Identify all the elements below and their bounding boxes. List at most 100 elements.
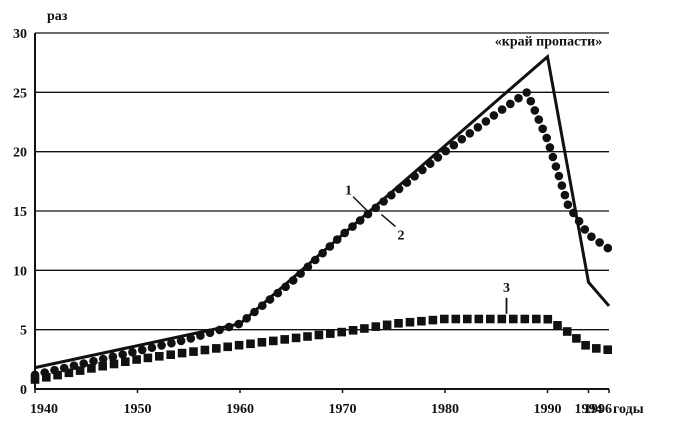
series-2-dot: [137, 345, 147, 355]
series-2-dot: [196, 331, 205, 340]
series-3-square: [382, 320, 392, 330]
series-3-square: [451, 314, 461, 324]
series-3-square: [30, 375, 40, 384]
series-3-square: [109, 359, 119, 369]
series-3-square: [532, 314, 541, 324]
series-3-square: [497, 314, 507, 324]
series-2-dot: [379, 197, 388, 206]
x-tick-label-1960: 1960: [226, 402, 254, 417]
series-3-square: [394, 319, 403, 328]
series-3-square: [87, 364, 96, 373]
series-3-square: [603, 345, 612, 354]
series-2-dot: [224, 322, 234, 332]
series-3-square: [337, 327, 346, 337]
series-2-dot: [548, 152, 558, 162]
series-2-dot: [574, 216, 584, 226]
series-3-square: [155, 352, 164, 361]
series-3-square: [405, 317, 415, 327]
series-2-leader: [380, 213, 396, 228]
series-1-label: 1: [345, 184, 352, 199]
series-2-dot: [433, 153, 443, 162]
series-2-dot: [325, 242, 335, 251]
series-2-dot: [595, 238, 604, 247]
series-2-dot: [587, 232, 596, 241]
y-axis-label: раз: [47, 9, 68, 24]
x-tick-label-1996: 1996: [584, 402, 612, 417]
series-3-square: [257, 338, 267, 347]
series-2-dot: [318, 248, 327, 258]
series-3-square: [246, 339, 255, 349]
series-2-dot: [560, 190, 570, 200]
series-3-square: [417, 316, 426, 326]
series-2-dot: [580, 225, 590, 234]
x-tick-label-1980: 1980: [431, 402, 459, 417]
series-2-dot: [176, 336, 186, 346]
series-3-square: [166, 350, 175, 359]
series-2-dot: [506, 99, 515, 109]
series-2-dot: [118, 350, 127, 359]
series-3-square: [360, 324, 369, 333]
series-2-dot: [186, 334, 196, 343]
series-2-dot: [530, 106, 540, 115]
series-3-square: [212, 344, 221, 353]
y-tick-label-0: 0: [20, 383, 27, 398]
series-2-dot: [538, 124, 547, 134]
y-tick-label-30: 30: [13, 27, 27, 42]
series-3-square: [553, 321, 562, 330]
series-2-dot: [288, 276, 298, 285]
series-2-dot: [98, 354, 108, 364]
y-tick-label-25: 25: [13, 86, 27, 101]
series-3-square: [280, 335, 289, 344]
series-2-dot: [258, 301, 267, 311]
series-2-dot: [542, 133, 551, 143]
series-3-square: [189, 347, 198, 356]
series-2-dot: [545, 143, 555, 152]
series-3-square: [581, 341, 590, 350]
series-2-dot: [79, 359, 88, 368]
x-tick-label-1940: 1940: [30, 402, 58, 417]
series-3-square: [291, 333, 301, 343]
series-2-dot: [296, 269, 305, 278]
x-tick-label-1990: 1990: [534, 402, 562, 417]
series-1-leader: [352, 196, 368, 212]
series-2-dot: [215, 325, 224, 335]
series-2-dot: [348, 222, 357, 231]
series-2-dot: [465, 129, 475, 138]
y-tick-label-10: 10: [13, 264, 27, 279]
series-2-dot: [563, 200, 573, 209]
series-3-square: [428, 315, 438, 325]
grid-lines: [35, 32, 609, 331]
series-2-dot: [242, 314, 251, 323]
series-2-dot: [557, 181, 567, 190]
series-2-dot: [303, 262, 313, 272]
series-3-square: [314, 330, 324, 340]
series-2-dot: [332, 235, 342, 244]
series-2-dot: [473, 123, 483, 132]
series-2-dot: [489, 111, 499, 120]
series-2-dot: [441, 146, 451, 156]
series-3-square: [42, 373, 51, 382]
series-3-square: [234, 340, 244, 350]
series-3-square: [177, 348, 187, 358]
series-2-dot: [526, 96, 536, 106]
series-3-square: [520, 314, 530, 324]
x-axis-label: годы: [613, 402, 644, 417]
series-2-dot: [340, 228, 350, 238]
series-3-square: [592, 344, 601, 353]
series-2-dot: [265, 295, 275, 304]
series-2-dot: [551, 162, 561, 171]
series-2-dot: [205, 328, 215, 338]
series-2-dot: [569, 208, 578, 218]
series-2: [30, 88, 613, 380]
series-2-dot: [425, 159, 435, 168]
series-3-square: [326, 329, 335, 338]
series-3-square: [543, 314, 553, 324]
series-2-dot: [534, 115, 544, 124]
series-2-dot: [457, 134, 467, 144]
series-3-square: [121, 357, 130, 366]
series-2-dot: [234, 319, 243, 329]
series-2-dot: [402, 178, 412, 187]
y-tick-label-15: 15: [13, 205, 27, 220]
series-2-dot: [481, 117, 491, 126]
series-2-dot: [554, 171, 564, 181]
